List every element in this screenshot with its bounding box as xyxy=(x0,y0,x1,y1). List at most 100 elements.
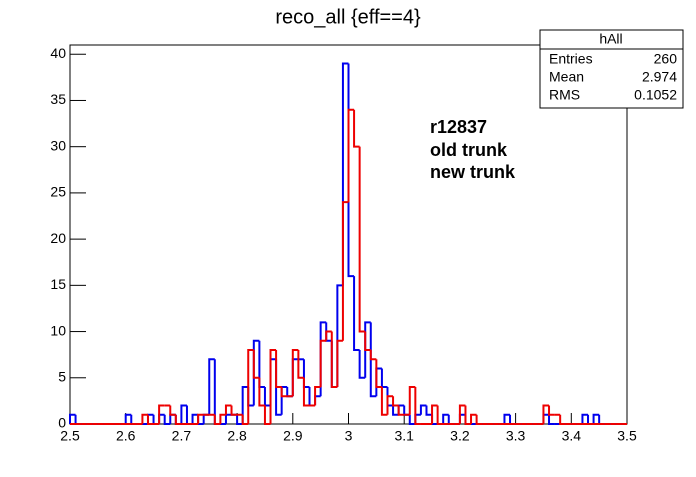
histogram-bin xyxy=(263,405,271,425)
x-tick-label: 2.9 xyxy=(283,428,303,444)
x-tick-label: 2.8 xyxy=(227,428,247,444)
histogram-bin xyxy=(548,414,555,425)
histogram-bin xyxy=(475,414,483,425)
histogram-bin xyxy=(197,413,204,424)
histogram-bin xyxy=(358,350,366,379)
histogram-bin xyxy=(419,404,427,415)
y-tick-label: 0 xyxy=(58,415,66,431)
histogram-bin xyxy=(436,405,444,425)
annotation: r12837 xyxy=(430,117,487,137)
histogram-bin xyxy=(314,386,321,406)
y-tick-label: 5 xyxy=(58,368,66,384)
stats-value: 260 xyxy=(654,51,678,67)
x-tick-label: 3.4 xyxy=(562,428,582,444)
histogram-bin xyxy=(369,322,377,398)
histogram-bin xyxy=(414,387,421,425)
histogram-bin xyxy=(392,396,399,407)
stats-value: 2.974 xyxy=(642,69,677,85)
x-tick-label: 3 xyxy=(345,428,353,444)
histogram-bin xyxy=(174,414,182,425)
histogram-bin xyxy=(236,414,243,425)
histogram-bin xyxy=(69,413,76,424)
histogram-bin xyxy=(548,405,555,416)
x-tick-label: 3.1 xyxy=(394,428,414,444)
histogram-bin xyxy=(425,405,433,416)
stats-value: 0.1052 xyxy=(634,87,677,103)
histogram-bin xyxy=(559,414,566,425)
histogram-bin xyxy=(213,414,221,425)
histogram-bin xyxy=(275,350,282,389)
x-tick-label: 3.3 xyxy=(506,428,526,444)
histogram-bin xyxy=(169,405,176,416)
histogram-bin xyxy=(341,201,349,341)
histogram-bin xyxy=(369,350,377,361)
histogram-bin xyxy=(397,405,405,416)
histogram-bin xyxy=(247,349,254,424)
histogram-bin xyxy=(442,413,449,424)
histogram-bin xyxy=(358,146,366,333)
histogram-bin xyxy=(347,108,355,203)
histogram-bin xyxy=(230,405,238,416)
histogram-bin xyxy=(464,405,472,425)
x-tick-label: 3.2 xyxy=(450,428,470,444)
histogram-bin xyxy=(297,350,304,379)
y-tick-label: 35 xyxy=(50,91,66,107)
histogram-bin xyxy=(191,413,199,424)
histogram-bin xyxy=(319,339,327,388)
histogram-bin xyxy=(364,331,371,352)
stats-title: hAll xyxy=(599,31,622,47)
histogram-bin xyxy=(380,387,388,416)
histogram-bin xyxy=(470,413,477,424)
histogram-bin xyxy=(269,349,277,424)
histogram-bin xyxy=(325,330,332,341)
histogram-bin xyxy=(252,339,260,406)
histogram-bin xyxy=(280,387,288,398)
histogram-bin xyxy=(431,404,438,424)
y-tick-label: 15 xyxy=(50,276,66,292)
histogram-bin xyxy=(364,321,371,378)
stats-label: Entries xyxy=(549,51,593,67)
histogram-bin xyxy=(241,386,249,424)
histogram-bin xyxy=(146,414,154,425)
y-tick-label: 30 xyxy=(50,137,66,153)
histogram-bin xyxy=(336,339,343,388)
histogram-bin xyxy=(458,404,466,424)
histogram-bin xyxy=(208,358,215,415)
histogram-bin xyxy=(163,414,171,425)
histogram-bin xyxy=(592,413,600,424)
histogram-bin xyxy=(542,404,550,424)
x-tick-label: 2.6 xyxy=(116,428,136,444)
histogram-bin xyxy=(375,359,382,389)
histogram-bin xyxy=(330,331,338,389)
histogram-bin xyxy=(291,349,299,397)
x-tick-label: 2.7 xyxy=(172,428,192,444)
histogram-bin xyxy=(258,377,265,407)
histogram-bin xyxy=(408,414,416,425)
histogram-bin xyxy=(180,404,187,424)
y-tick-label: 20 xyxy=(50,230,66,246)
histogram-bin xyxy=(386,395,394,415)
stats-label: RMS xyxy=(549,87,580,103)
histogram-bin xyxy=(124,413,132,424)
histogram-bin xyxy=(302,377,310,407)
histogram-bin xyxy=(392,405,399,416)
histogram-bin xyxy=(353,276,360,352)
histogram-bin xyxy=(353,109,360,148)
chart-title: reco_all {eff==4} xyxy=(275,6,421,28)
histogram-bin xyxy=(408,386,416,415)
stats-label: Mean xyxy=(549,69,584,85)
y-tick-label: 40 xyxy=(50,45,66,61)
x-tick-label: 2.5 xyxy=(60,428,80,444)
histogram-bin xyxy=(503,413,511,424)
histogram-bin xyxy=(252,350,260,379)
histogram-bin xyxy=(219,413,226,424)
histogram-bin xyxy=(158,404,165,424)
histogram-bin xyxy=(581,413,589,424)
legend-label: old trunk xyxy=(430,140,508,160)
y-tick-label: 10 xyxy=(50,322,66,338)
legend-label: new trunk xyxy=(430,162,516,182)
x-tick-label: 3.5 xyxy=(617,428,637,444)
histogram-bin xyxy=(224,404,232,415)
y-tick-label: 25 xyxy=(50,184,66,200)
